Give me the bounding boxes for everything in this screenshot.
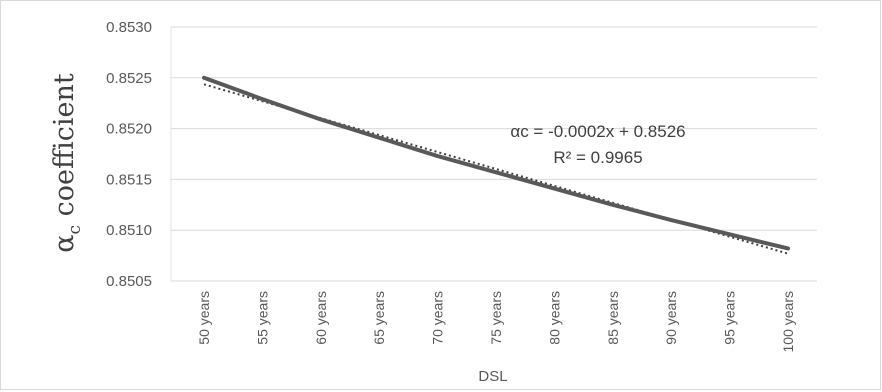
x-tick-label: 65 years [371, 291, 387, 345]
x-tick-label: 75 years [488, 291, 504, 345]
x-tick-label: 80 years [546, 291, 562, 345]
grid-lines [170, 26, 817, 282]
series-line [202, 75, 790, 251]
y-axis-title-rest: coefficient [49, 73, 80, 225]
y-tick-labels: 0.8505 0.8510 0.8515 0.8520 0.8525 0.8530 [106, 19, 152, 290]
x-axis-title: DSL [478, 368, 507, 385]
y-tick-label: 0.8525 [106, 70, 152, 87]
x-tick-labels: 50 years 55 years 60 years 65 years 70 years… [196, 291, 796, 352]
y-axis-title: αc coefficient [49, 73, 85, 253]
x-tick-label: 85 years [605, 291, 621, 345]
x-tick-label: 60 years [313, 291, 329, 345]
y-tick-label: 0.8510 [106, 222, 152, 239]
x-tick-label: 50 years [196, 291, 212, 345]
trendline-r-squared: R² = 0.9965 [553, 148, 642, 167]
x-tick-label: 90 years [663, 291, 679, 345]
y-tick-label: 0.8530 [106, 19, 152, 36]
x-tick-label: 55 years [254, 291, 270, 345]
x-tick-label: 100 years [780, 291, 796, 352]
y-tick-label: 0.8515 [106, 171, 152, 188]
trendline-equation: αc = -0.0002x + 0.8526 [510, 122, 685, 141]
y-axis-title-subscript: c [65, 225, 85, 235]
series-layer [202, 75, 790, 255]
y-tick-label: 0.8505 [106, 273, 152, 290]
y-tick-label: 0.8520 [106, 121, 152, 138]
x-tick-label: 70 years [430, 291, 446, 345]
y-axis-title-main: α [49, 235, 80, 253]
x-tick-label: 95 years [722, 291, 738, 345]
